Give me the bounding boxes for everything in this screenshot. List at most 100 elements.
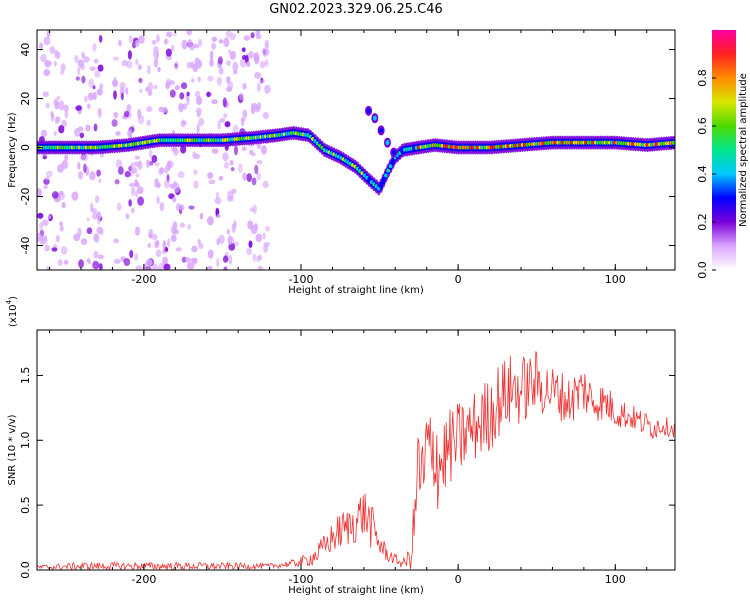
noise-speck bbox=[157, 66, 161, 73]
noise-speck bbox=[93, 233, 98, 243]
noise-speck bbox=[58, 190, 64, 196]
noise-speck bbox=[223, 162, 230, 169]
noise-speck bbox=[207, 215, 214, 226]
noise-speck bbox=[172, 221, 178, 231]
noise-speck bbox=[86, 217, 90, 222]
noise-speck bbox=[53, 60, 57, 67]
noise-speck bbox=[58, 125, 65, 134]
noise-speck bbox=[47, 215, 51, 220]
noise-speck bbox=[81, 75, 86, 84]
noise-speck bbox=[138, 35, 145, 44]
noise-speck bbox=[224, 121, 231, 128]
spectrogram-xtick-label: 0 bbox=[455, 273, 462, 286]
noise-speck bbox=[211, 99, 218, 105]
noise-speck bbox=[197, 38, 203, 48]
noise-speck bbox=[123, 257, 131, 267]
noise-speck bbox=[252, 253, 257, 262]
noise-speck bbox=[253, 54, 260, 65]
noise-speck bbox=[130, 162, 134, 168]
noise-speck bbox=[179, 222, 185, 228]
noise-speck bbox=[254, 71, 262, 79]
snr-xtick-label: 100 bbox=[605, 573, 626, 586]
noise-speck bbox=[254, 164, 259, 175]
noise-speck bbox=[89, 170, 96, 181]
noise-speck bbox=[188, 205, 195, 210]
noise-speck bbox=[187, 223, 192, 230]
noise-speck bbox=[137, 114, 145, 125]
noise-speck bbox=[96, 169, 101, 177]
noise-speck bbox=[256, 160, 263, 165]
noise-speck bbox=[167, 237, 171, 248]
noise-speck bbox=[135, 190, 139, 198]
noise-speck bbox=[129, 249, 134, 259]
noise-speck bbox=[222, 255, 229, 263]
noise-speck bbox=[54, 101, 60, 110]
noise-speck bbox=[92, 43, 97, 52]
noise-speck bbox=[147, 242, 151, 248]
spectrogram-xtick-label: -200 bbox=[131, 273, 156, 286]
noise-speck bbox=[128, 35, 133, 44]
spectrogram-ytick-label: 40 bbox=[19, 43, 32, 57]
ridge-core bbox=[386, 168, 391, 173]
noise-speck bbox=[229, 159, 234, 166]
noise-speck bbox=[192, 151, 197, 159]
noise-speck bbox=[262, 112, 269, 119]
noise-speck bbox=[84, 95, 88, 103]
noise-speck bbox=[59, 225, 64, 232]
noise-speck bbox=[64, 110, 69, 119]
noise-speck bbox=[149, 149, 153, 159]
noise-speck bbox=[251, 102, 258, 108]
noise-speck bbox=[55, 234, 60, 243]
noise-speck bbox=[125, 87, 129, 95]
ridge-core bbox=[388, 164, 393, 169]
noise-speck bbox=[134, 253, 139, 261]
noise-speck bbox=[165, 78, 171, 89]
noise-speck bbox=[134, 226, 141, 236]
noise-speck bbox=[226, 76, 231, 84]
noise-speck bbox=[137, 64, 142, 71]
noise-speck bbox=[227, 190, 234, 200]
noise-speck bbox=[138, 77, 143, 84]
spectrogram-image bbox=[37, 30, 675, 270]
colorbar: 0.0 0.2 0.4 0.6 0.8 Normalized spectral ampl… bbox=[696, 30, 749, 279]
noise-speck bbox=[259, 61, 266, 69]
noise-speck bbox=[94, 70, 101, 78]
noise-speck bbox=[180, 82, 188, 90]
noise-speck bbox=[207, 172, 214, 179]
spectrogram-x-axis-label: Height of straight line (km) bbox=[288, 285, 424, 296]
noise-speck bbox=[239, 92, 244, 100]
noise-speck bbox=[59, 221, 63, 227]
noise-speck bbox=[87, 92, 94, 101]
noise-speck bbox=[170, 234, 177, 242]
noise-speck bbox=[53, 130, 57, 137]
noise-speck bbox=[246, 173, 252, 182]
noise-speck bbox=[246, 247, 253, 256]
noise-speck bbox=[45, 170, 53, 178]
snr-multiplier: (x104) bbox=[5, 296, 19, 327]
noise-speck bbox=[45, 175, 50, 181]
noise-speck bbox=[262, 180, 269, 189]
noise-speck bbox=[207, 265, 213, 270]
noise-speck bbox=[174, 60, 179, 71]
noise-speck bbox=[174, 84, 180, 91]
noise-speck bbox=[187, 39, 193, 49]
noise-speck bbox=[92, 260, 100, 270]
snr-ytick-label: 0.0 bbox=[19, 561, 32, 579]
noise-speck bbox=[118, 39, 122, 47]
noise-speck bbox=[137, 196, 144, 206]
noise-speck bbox=[114, 179, 120, 185]
noise-speck bbox=[165, 48, 172, 57]
noise-speck bbox=[172, 229, 180, 235]
noise-speck bbox=[207, 75, 214, 82]
noise-speck bbox=[161, 248, 167, 255]
noise-speck bbox=[211, 42, 216, 50]
noise-speck bbox=[91, 207, 97, 213]
noise-speck bbox=[131, 207, 135, 214]
noise-speck bbox=[146, 106, 153, 113]
noise-speck bbox=[131, 186, 136, 197]
noise-speck bbox=[61, 160, 69, 170]
snr-series-line bbox=[37, 351, 675, 570]
noise-speck bbox=[162, 256, 169, 265]
noise-speck bbox=[115, 158, 123, 169]
